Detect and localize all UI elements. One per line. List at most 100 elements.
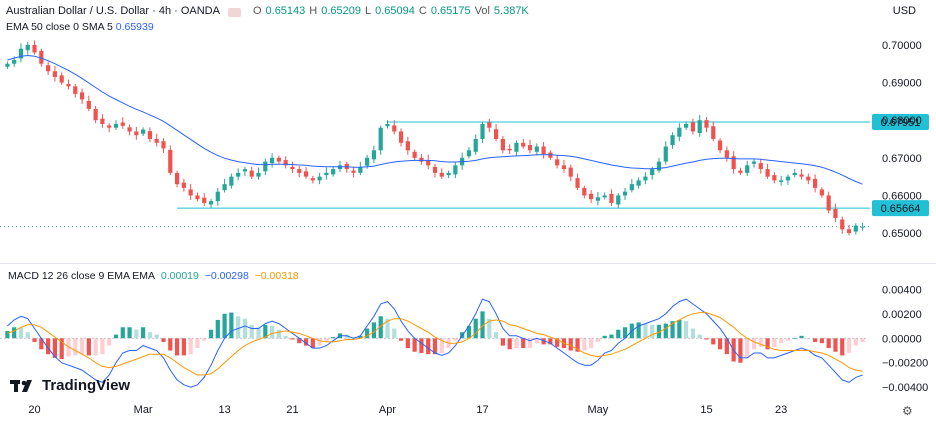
- macd-histogram-bar: [358, 335, 363, 339]
- macd-histogram-bar: [419, 338, 424, 353]
- macd-histogram-bar: [269, 326, 275, 339]
- settings-gear-icon[interactable]: ⚙: [902, 404, 913, 418]
- symbol-title[interactable]: Australian Dollar / U.S. Dollar · 4h · O…: [6, 5, 220, 17]
- candle-body: [378, 127, 383, 151]
- tradingview-logo[interactable]: TradingView: [10, 377, 130, 394]
- candle-body: [127, 127, 132, 132]
- macd-histogram-bar: [480, 311, 485, 339]
- ema-50-line: [7, 54, 863, 185]
- macd-histogram-bar: [276, 329, 281, 339]
- macd-histogram-bar: [724, 338, 729, 355]
- macd-label: MACD 12 26 close 9 EMA EMA: [8, 270, 156, 282]
- tradingview-logo-icon: [10, 379, 32, 392]
- chart-header: Australian Dollar / U.S. Dollar · 4h · O…: [6, 5, 529, 17]
- macd-histogram-bar: [290, 338, 295, 340]
- volume-label: Vol: [474, 5, 490, 17]
- macd-legend[interactable]: MACD 12 26 close 9 EMA EMA 0.00019 −0.00…: [8, 270, 299, 282]
- macd-histogram-bar: [534, 338, 539, 344]
- candle-body: [568, 167, 573, 177]
- currency-label[interactable]: USD: [892, 5, 916, 17]
- candle-body: [263, 161, 268, 172]
- macd-histogram-bar: [73, 338, 78, 356]
- candle-body: [351, 170, 356, 173]
- macd-histogram-bar: [392, 328, 397, 339]
- macd-histogram-bar: [249, 324, 254, 339]
- macd-histogram-bar: [717, 338, 723, 350]
- candle-body: [181, 182, 186, 188]
- candle-body: [609, 193, 614, 203]
- ema-legend[interactable]: EMA 50 close 0 SMA 5 0.65939: [6, 21, 154, 33]
- macd-histogram-bar: [690, 328, 696, 339]
- macd-histogram-bar: [134, 329, 139, 339]
- macd-histogram-bar: [147, 332, 153, 339]
- candle-body: [589, 193, 594, 200]
- macd-histogram-bar: [222, 313, 227, 339]
- macd-histogram-bar: [229, 312, 234, 339]
- candle-body: [141, 129, 146, 134]
- candle-body: [66, 84, 71, 87]
- close-value: 0.65175: [430, 5, 471, 17]
- candle-body: [73, 86, 78, 94]
- candle-body: [514, 142, 519, 152]
- candle-body: [202, 197, 207, 203]
- macd-histogram-bar: [738, 338, 743, 363]
- candle-body: [39, 50, 44, 64]
- candle-body: [745, 165, 750, 173]
- candle-body: [398, 131, 404, 143]
- macd-histogram-bar: [643, 323, 648, 339]
- macd-hist-value: 0.00019: [160, 270, 199, 282]
- candle-body: [385, 123, 390, 127]
- candle-body: [134, 131, 139, 136]
- macd-histogram-bar: [215, 319, 220, 339]
- candle-body: [731, 156, 736, 170]
- candle-body: [704, 120, 709, 128]
- candle-body: [249, 170, 254, 177]
- candle-body: [303, 171, 309, 177]
- candle-body: [188, 189, 193, 196]
- candle-body: [751, 161, 757, 164]
- candle-body: [174, 172, 180, 185]
- candle-body: [575, 178, 580, 188]
- logo-text: TradingView: [42, 377, 131, 394]
- macd-histogram-bar: [589, 338, 594, 349]
- candle-body: [100, 118, 105, 124]
- macd-histogram-bar: [426, 338, 431, 355]
- candle-body: [32, 44, 37, 53]
- candle-body: [738, 170, 743, 173]
- time-tick-label: Apr: [379, 404, 396, 416]
- macd-histogram-bar: [541, 338, 546, 345]
- macd-tick-label: −0.00200: [882, 358, 928, 370]
- candle-body: [222, 184, 227, 191]
- macd-histogram-bar: [236, 316, 241, 339]
- macd-histogram-bar: [765, 338, 770, 350]
- support-level-label: 0.65664: [881, 203, 921, 215]
- volume-value: 5.387K: [493, 5, 529, 17]
- macd-histogram-bar: [758, 338, 763, 347]
- macd-histogram-bar: [582, 338, 587, 351]
- candle-body: [860, 226, 865, 228]
- candle-body: [419, 157, 424, 162]
- candle-body: [812, 178, 818, 188]
- more-dots-icon[interactable]: [227, 7, 241, 17]
- macd-histogram-bar: [351, 337, 356, 339]
- open-label: O: [252, 5, 262, 17]
- candle-body: [487, 122, 492, 128]
- candle-body: [331, 169, 336, 175]
- candle-body: [154, 139, 159, 143]
- macd-histogram-bar: [466, 326, 472, 339]
- candle-body: [93, 108, 98, 121]
- macd-histogram-bar: [208, 329, 214, 339]
- macd-histogram-bar: [568, 338, 573, 351]
- macd-histogram-bar: [168, 338, 173, 351]
- candle-body: [772, 175, 777, 181]
- high-value: 0.65209: [321, 5, 361, 17]
- candle-body: [236, 172, 241, 177]
- macd-histogram-bar: [141, 327, 146, 339]
- macd-histogram-bar: [555, 338, 560, 347]
- candle-body: [25, 44, 30, 51]
- macd-histogram-bar: [161, 338, 166, 342]
- candle-body: [46, 65, 51, 72]
- low-value: 0.65094: [375, 5, 415, 17]
